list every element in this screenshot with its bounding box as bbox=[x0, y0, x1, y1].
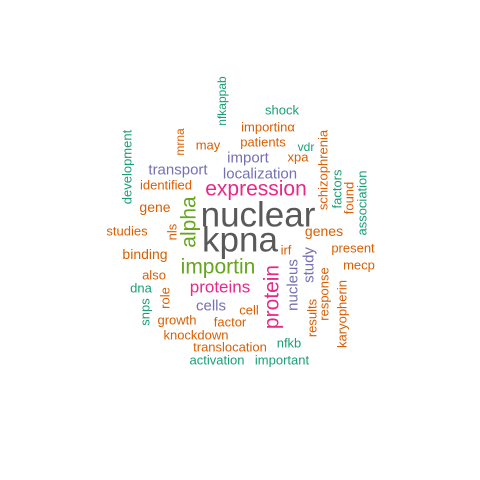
word-mecp: mecp bbox=[343, 257, 375, 273]
word-factor: factor bbox=[213, 314, 247, 330]
word-nls: nls bbox=[164, 223, 180, 241]
word-vdr: vdr bbox=[297, 140, 315, 154]
word-genes: genes bbox=[304, 223, 344, 239]
word-expression: expression bbox=[205, 177, 307, 201]
word-nucleus: nucleus bbox=[284, 259, 302, 311]
word-studies: studies bbox=[106, 223, 148, 239]
word-import: import bbox=[227, 149, 269, 167]
word-also: also bbox=[142, 267, 166, 283]
word-identified: identified bbox=[139, 177, 193, 193]
word-dna: dna bbox=[130, 280, 152, 296]
word-patients: patients bbox=[240, 134, 286, 150]
word-growth: growth bbox=[157, 312, 197, 328]
word-role: role bbox=[157, 287, 173, 309]
word-cells: cells bbox=[195, 297, 227, 315]
word-important: important bbox=[254, 352, 310, 368]
word-mrna: mrna bbox=[173, 128, 187, 156]
word-results: results bbox=[304, 298, 320, 338]
word-activation: activation bbox=[189, 352, 245, 368]
word-importinα: importinα bbox=[241, 119, 295, 135]
word-protein: protein bbox=[260, 264, 284, 330]
word-irf: irf bbox=[280, 242, 292, 258]
word-knockdown: knockdown bbox=[163, 327, 229, 343]
word-cell: cell bbox=[239, 302, 259, 318]
word-nuclear: nuclear bbox=[200, 195, 316, 235]
word-translocation: translocation bbox=[193, 339, 267, 355]
word-importin: importin bbox=[180, 255, 256, 279]
word-nfkb: nfkb bbox=[276, 335, 302, 351]
word-present: present bbox=[331, 240, 375, 256]
word-association: association bbox=[354, 170, 370, 236]
word-alpha: alpha bbox=[177, 196, 201, 248]
word-may: may bbox=[195, 137, 221, 153]
word-schizophrenia: schizophrenia bbox=[315, 129, 331, 211]
word-kpna: kpna bbox=[202, 220, 278, 260]
word-shock: shock bbox=[265, 102, 299, 118]
word-development: development bbox=[119, 129, 135, 205]
word-xpa: xpa bbox=[287, 149, 309, 165]
word-transport: transport bbox=[148, 161, 208, 179]
word-karyopherin: karyopherin bbox=[334, 280, 350, 348]
word-binding: binding bbox=[122, 246, 168, 262]
word-gene: gene bbox=[139, 199, 171, 215]
word-snps: snps bbox=[137, 298, 153, 326]
word-proteins: proteins bbox=[189, 277, 251, 297]
word-localization: localization bbox=[222, 165, 298, 183]
word-nfkappab: nfkappab bbox=[215, 76, 229, 126]
word-study: study bbox=[300, 247, 318, 283]
word-factors: factors bbox=[329, 169, 345, 209]
